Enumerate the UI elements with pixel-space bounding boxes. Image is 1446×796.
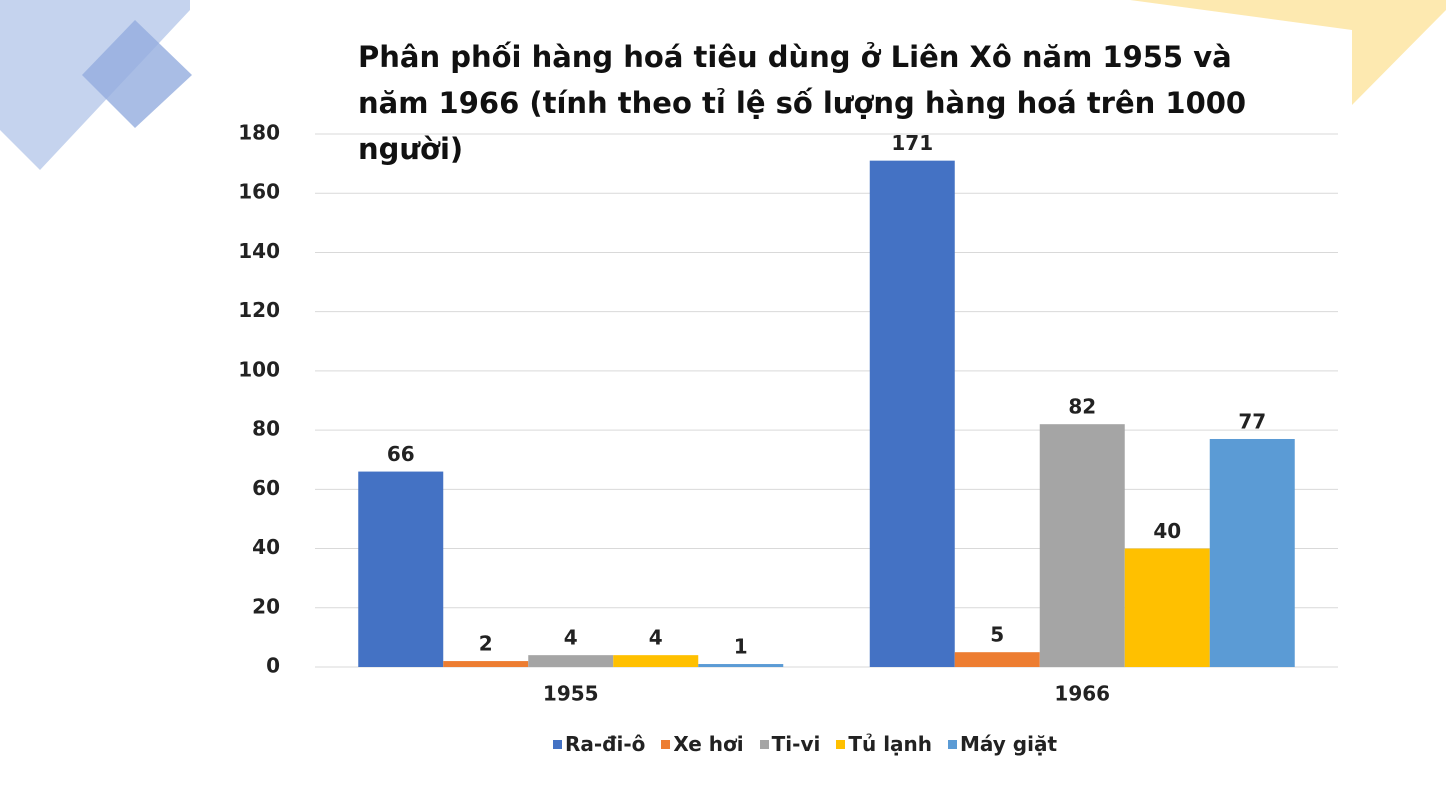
y-tick-label: 0 (266, 654, 280, 678)
legend-item: Ra-đi-ô (552, 732, 646, 756)
bar (528, 655, 614, 667)
data-label: 5 (990, 623, 1004, 647)
plot-area: 0 20 40 60 80 100 120 140 160 180 1955 66 2 4 4 1 1966 17… (238, 121, 1338, 706)
legend-label: Ti-vi (771, 732, 821, 756)
data-label: 82 (1068, 395, 1096, 419)
legend-item: Xe hơi (661, 732, 744, 756)
y-tick-label: 60 (252, 476, 280, 500)
data-label: 77 (1238, 409, 1266, 433)
x-tick-label: 1955 (543, 682, 599, 706)
bar (443, 661, 529, 667)
bar (1209, 438, 1295, 667)
data-label: 66 (387, 442, 415, 466)
x-tick-label: 1966 (1054, 682, 1110, 706)
data-label: 2 (479, 632, 493, 656)
bar (358, 471, 444, 667)
legend-swatch (552, 739, 562, 749)
legend-label: Ra-đi-ô (564, 732, 646, 756)
y-tick-label: 80 (252, 417, 280, 441)
bar (698, 664, 784, 667)
y-tick-label: 20 (252, 594, 280, 618)
data-label: 4 (564, 626, 578, 650)
legend-swatch (661, 739, 671, 749)
data-label: 1 (734, 635, 748, 659)
legend-item: Tủ lạnh (836, 732, 932, 756)
y-tick-label: 40 (252, 535, 280, 559)
bar (1039, 424, 1125, 667)
y-tick-label: 140 (238, 239, 280, 263)
y-tick-label: 180 (238, 121, 280, 145)
legend-label: Tủ lạnh (848, 732, 933, 756)
bar (1124, 548, 1210, 667)
data-label: 40 (1153, 519, 1181, 543)
legend: Ra-đi-ô Xe hơi Ti-vi Tủ lạnh Máy giặt (240, 732, 1370, 756)
bar (869, 160, 955, 667)
legend-swatch (759, 739, 769, 749)
y-tick-label: 160 (238, 180, 280, 204)
legend-item: Ti-vi (759, 732, 821, 756)
legend-label: Máy giặt (960, 732, 1058, 756)
chart-title: Phân phối hàng hoá tiêu dùng ở Liên Xô n… (358, 40, 1247, 166)
data-label: 171 (891, 131, 933, 155)
legend-label: Xe hơi (673, 732, 744, 756)
data-label: 4 (649, 626, 663, 650)
y-tick-label: 100 (238, 357, 280, 381)
legend-item: Máy giặt (948, 732, 1057, 756)
y-tick-label: 120 (238, 298, 280, 322)
legend-swatch (836, 739, 846, 749)
legend-swatch (948, 739, 958, 749)
bar (954, 652, 1040, 667)
bar (613, 655, 699, 667)
